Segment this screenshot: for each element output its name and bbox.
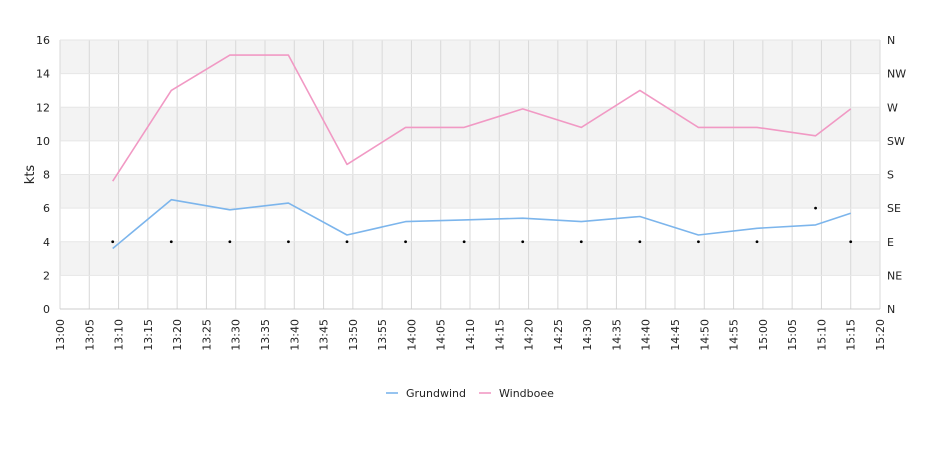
direction-marker bbox=[579, 240, 583, 244]
x-tick-label: 14:55 bbox=[728, 319, 741, 351]
x-tick-label: 13:50 bbox=[347, 319, 360, 351]
y-tick-label: 10 bbox=[36, 135, 50, 148]
right-tick-label: S bbox=[887, 169, 894, 182]
right-tick-label: NE bbox=[887, 269, 902, 282]
x-tick-label: 14:50 bbox=[698, 319, 711, 351]
right-tick-label: E bbox=[887, 236, 894, 249]
x-tick-label: 13:20 bbox=[171, 319, 184, 351]
direction-marker bbox=[849, 240, 853, 244]
x-tick-label: 15:00 bbox=[757, 319, 770, 351]
direction-marker bbox=[111, 240, 115, 244]
x-tick-label: 14:45 bbox=[669, 319, 682, 351]
y-tick-label: 0 bbox=[43, 303, 50, 316]
right-tick-label: N bbox=[887, 34, 895, 47]
x-tick-label: 13:10 bbox=[113, 319, 126, 351]
y-tick-label: 2 bbox=[43, 269, 50, 282]
x-axis: 13:00 13:05 13:10 13:15 13:20 13:25 13:30 13:35… bbox=[54, 308, 887, 351]
y-tick-label: 16 bbox=[36, 34, 50, 47]
x-tick-label: 14:15 bbox=[493, 319, 506, 351]
right-tick-label: W bbox=[887, 101, 898, 114]
y-tick-label: 8 bbox=[43, 169, 50, 182]
x-tick-label: 14:40 bbox=[640, 319, 653, 351]
right-tick-label: NW bbox=[887, 68, 906, 81]
y-axis-right: N NE E SE S SW W NW N bbox=[887, 34, 906, 316]
x-tick-label: 14:00 bbox=[405, 319, 418, 351]
x-tick-label: 14:20 bbox=[523, 319, 536, 351]
x-tick-label: 13:40 bbox=[288, 319, 301, 351]
x-tick-label: 13:25 bbox=[200, 319, 213, 351]
direction-marker bbox=[345, 240, 349, 244]
right-tick-label: N bbox=[887, 303, 895, 316]
legend: Grundwind Windboee bbox=[386, 387, 554, 400]
x-tick-label: 13:15 bbox=[142, 319, 155, 351]
legend-item-grundwind[interactable]: Grundwind bbox=[386, 387, 466, 400]
y-axis-title: kts bbox=[23, 165, 38, 185]
x-tick-label: 13:00 bbox=[54, 319, 67, 351]
x-tick-label: 14:05 bbox=[435, 319, 448, 351]
direction-marker bbox=[287, 240, 290, 244]
direction-marker bbox=[814, 206, 817, 210]
legend-label: Windboee bbox=[499, 387, 554, 400]
x-tick-label: 15:10 bbox=[815, 319, 828, 351]
y-tick-label: 4 bbox=[43, 236, 50, 249]
direction-marker bbox=[638, 240, 642, 244]
x-tick-label: 15:15 bbox=[845, 319, 858, 351]
y-axis-left: 0 2 4 6 8 10 12 14 16 bbox=[36, 34, 50, 316]
x-tick-label: 14:10 bbox=[464, 319, 477, 351]
y-tick-label: 12 bbox=[36, 101, 50, 114]
right-tick-label: SW bbox=[887, 135, 905, 148]
x-tick-label: 14:25 bbox=[552, 319, 565, 351]
series-lines bbox=[112, 54, 852, 250]
legend-label: Grundwind bbox=[406, 387, 466, 400]
direction-marker bbox=[228, 240, 232, 244]
x-tick-label: 15:20 bbox=[874, 319, 887, 351]
y-tick-label: 14 bbox=[36, 68, 50, 81]
x-tick-label: 13:45 bbox=[318, 319, 331, 351]
x-tick-label: 13:05 bbox=[83, 319, 96, 351]
legend-item-windboee[interactable]: Windboee bbox=[479, 387, 554, 400]
x-tick-label: 13:30 bbox=[230, 319, 243, 351]
direction-marker bbox=[462, 240, 466, 244]
series-line-grundwind bbox=[112, 198, 851, 250]
series-line-windboee bbox=[112, 54, 852, 182]
right-tick-label: SE bbox=[887, 202, 901, 215]
direction-marker bbox=[169, 240, 173, 244]
x-tick-label: 14:30 bbox=[581, 319, 594, 351]
y-tick-label: 6 bbox=[43, 202, 50, 215]
x-tick-label: 14:35 bbox=[610, 319, 623, 351]
direction-marker bbox=[755, 240, 759, 244]
direction-markers bbox=[111, 206, 853, 244]
x-tick-label: 13:35 bbox=[259, 319, 272, 351]
x-tick-label: 13:55 bbox=[376, 319, 389, 351]
x-tick-label: 15:05 bbox=[786, 319, 799, 351]
direction-marker bbox=[521, 240, 525, 244]
direction-marker bbox=[697, 240, 700, 244]
direction-marker bbox=[404, 240, 407, 244]
